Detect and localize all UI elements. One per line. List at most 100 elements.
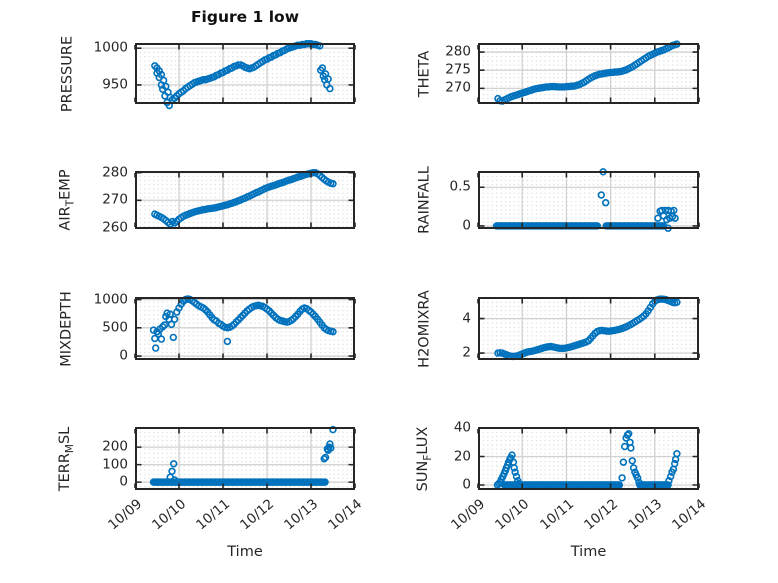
y-axis-label-text: TERR	[57, 452, 74, 491]
y-tick-label: 4	[462, 310, 471, 327]
y-axis-label-subscript: F	[422, 454, 435, 461]
y-axis-label: MIXDEPTH	[59, 291, 75, 367]
data-point	[152, 344, 160, 352]
y-axis-label-text: THETA	[417, 50, 433, 97]
subplot-h2omixra: 2 4 H2OMIXRA	[417, 290, 700, 367]
data-point	[673, 298, 681, 306]
y-axis-label-subscript: T	[64, 199, 77, 207]
data-point	[597, 191, 606, 199]
x-axis-label-left: Time	[227, 544, 263, 560]
axes-frame	[135, 427, 355, 490]
data-point	[321, 453, 330, 462]
y-tick-label: 0	[462, 217, 471, 234]
axes-frame	[478, 297, 699, 360]
data-point	[508, 451, 516, 459]
data-point	[673, 450, 681, 458]
y-tick-label: 0.5	[449, 178, 471, 195]
data-point	[160, 321, 169, 329]
subplot-pressure: 950 1000 PRESSURE	[59, 35, 356, 112]
subplot-mixdepth: 0 500 1000 MIXDEPTH	[59, 291, 356, 366]
y-axis-label-text: LUX	[415, 426, 432, 455]
data-point	[629, 464, 638, 472]
tick-marks	[134, 45, 356, 102]
x-tick-label: 10/13	[281, 496, 322, 534]
tick-marks	[134, 298, 356, 358]
data-point	[170, 315, 179, 323]
plot-canvas	[134, 425, 356, 490]
y-axis-label-text: SUN	[415, 460, 432, 491]
axes-frame	[135, 171, 355, 229]
data-point	[170, 476, 179, 484]
x-tick-label: 10/14	[669, 496, 710, 534]
y-tick-label: 0	[119, 347, 128, 364]
tick-marks	[477, 299, 700, 358]
x-tick-label: 10/09	[448, 496, 489, 534]
y-tick-label: 100	[102, 456, 128, 473]
data-point	[166, 310, 174, 318]
y-axis-label-text: PRESSURE	[59, 35, 75, 112]
data-point	[671, 459, 679, 468]
subplot-sun-flux: 0 20 40 SUNFLUX 10/09 10/10 10/11 10/12 10/13 10/…	[416, 420, 710, 534]
data-point	[671, 214, 679, 222]
data-point	[327, 444, 335, 452]
data-point	[329, 425, 337, 434]
y-axis-label: SUNFLUX	[416, 426, 435, 491]
y-tick-label: 1000	[93, 291, 128, 308]
y-tick-label: 0	[119, 473, 128, 490]
tick-marks	[477, 427, 700, 488]
data-point	[633, 474, 642, 482]
tick-marks	[477, 45, 700, 102]
y-axis-label-text: EMP	[57, 169, 74, 200]
x-tick-label: 10/09	[105, 496, 146, 534]
data-point	[157, 335, 166, 343]
data-point	[329, 328, 337, 336]
data-point	[157, 81, 166, 89]
tick-marks	[134, 429, 356, 488]
data-point	[169, 333, 177, 342]
tick-marks	[477, 173, 700, 227]
y-axis-label: THETA	[417, 50, 433, 97]
x-tick-label: 10/11	[536, 496, 577, 534]
data-point	[628, 457, 637, 465]
y-axis-label-text: MIXDEPTH	[59, 290, 75, 367]
data-point	[321, 478, 329, 486]
y-tick-label: 20	[453, 448, 471, 465]
data-point	[326, 84, 334, 93]
data-point	[511, 468, 519, 476]
data-point	[667, 472, 675, 481]
y-tick-label: 270	[102, 191, 128, 208]
data-point	[168, 467, 176, 475]
y-axis-label-text: AIR	[57, 206, 74, 231]
data-point	[223, 337, 232, 346]
data-point	[670, 206, 678, 215]
axes-frame	[478, 427, 699, 490]
data-point	[625, 429, 633, 438]
subplot-theta: 270 275 280 THETA	[417, 40, 700, 105]
minor-grid	[479, 298, 698, 359]
axes-frame	[478, 43, 699, 104]
y-tick-label: 500	[102, 319, 128, 336]
data-point	[623, 431, 632, 439]
axes-frame	[135, 297, 355, 360]
data-point	[664, 481, 672, 489]
x-tick-label: 10/10	[149, 496, 190, 534]
y-tick-label: 950	[102, 76, 128, 93]
data-point	[512, 472, 521, 481]
plot-canvas	[134, 168, 356, 229]
data-point	[601, 199, 610, 207]
data-point	[324, 75, 332, 83]
data-point	[161, 92, 169, 100]
y-tick-label: 275	[445, 61, 471, 78]
y-axis-label: RAINFALL	[417, 166, 433, 234]
y-axis-label: H2OMIXRA	[417, 290, 433, 368]
figure-title: Figure 1 low	[190, 8, 300, 26]
subplot-air-temp: 260 270 280 AIRTEMP	[58, 164, 356, 236]
y-axis-label: AIRTEMP	[58, 169, 77, 230]
y-tick-label: 0	[462, 476, 471, 493]
y-axis-label-text: SL	[57, 426, 74, 444]
x-tick-label: 10/10	[492, 496, 533, 534]
data-point	[159, 323, 167, 331]
x-axis-label-right: Time	[570, 544, 607, 560]
subplot-terr-msl: 0 100 200 TERRMSL 10/09 10/10 10/11 10/12 10/13 1…	[58, 425, 365, 533]
data-point	[167, 320, 176, 329]
